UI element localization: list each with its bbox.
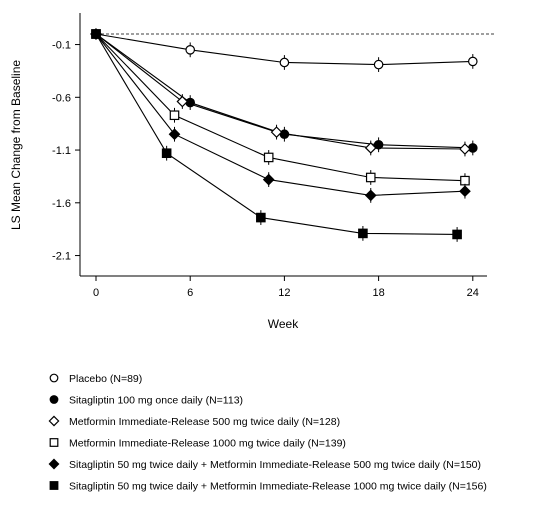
legend-item: Metformin Immediate-Release 500 mg twice… <box>48 415 340 428</box>
legend-marker <box>49 395 59 404</box>
x-tick-label: 0 <box>93 287 99 299</box>
data-point-marker <box>365 172 376 183</box>
series-line <box>95 33 465 196</box>
legend-label: Metformin Immediate-Release 500 mg twice… <box>69 416 340 428</box>
x-axis-title: Week <box>268 317 299 331</box>
legend-item: Sitagliptin 100 mg once daily (N=113) <box>49 395 243 407</box>
data-point-marker <box>373 59 384 70</box>
data-point-marker <box>185 45 195 55</box>
series-line <box>95 33 465 182</box>
legend-item: Metformin Immediate-Release 1000 mg twic… <box>49 438 346 450</box>
data-point-marker <box>373 139 384 150</box>
data-point-marker <box>256 212 266 223</box>
data-point-marker <box>161 148 172 159</box>
data-point-marker <box>452 229 462 240</box>
series-group <box>91 29 478 72</box>
legend-label: Sitagliptin 50 mg twice daily + Metformi… <box>69 459 481 471</box>
data-point-marker <box>168 128 181 141</box>
series-group <box>90 28 471 203</box>
series-group <box>91 29 478 156</box>
y-tick-label: -0.6 <box>52 92 71 104</box>
data-point-marker <box>364 142 377 154</box>
data-point-marker <box>169 110 180 121</box>
legend-item: Placebo (N=89) <box>49 373 142 385</box>
legend-item: Sitagliptin 50 mg twice daily + Metformi… <box>48 458 481 471</box>
legend-label: Placebo (N=89) <box>69 373 142 385</box>
legend-marker <box>49 438 59 447</box>
legend-label: Metformin Immediate-Release 1000 mg twic… <box>69 438 346 450</box>
data-point-marker <box>467 56 478 67</box>
x-tick-label: 12 <box>278 287 290 299</box>
y-tick-label: -1.1 <box>52 145 71 157</box>
data-point-marker <box>91 29 101 39</box>
series-group <box>90 28 471 157</box>
x-tick-label: 6 <box>187 287 193 299</box>
y-axis-title: LS Mean Change from Baseline <box>9 60 23 230</box>
series-group <box>91 29 470 189</box>
data-point-marker <box>176 95 189 108</box>
legend-label: Sitagliptin 50 mg twice daily + Metformi… <box>69 481 487 493</box>
data-point-marker <box>459 143 471 155</box>
data-point-marker <box>460 175 470 186</box>
data-point-marker <box>459 185 471 198</box>
x-tick-label: 24 <box>467 287 479 299</box>
data-point-marker <box>364 189 377 202</box>
data-point-marker <box>358 228 368 239</box>
legend-label: Sitagliptin 100 mg once daily (N=113) <box>69 395 243 407</box>
data-point-marker <box>262 173 275 186</box>
data-point-marker <box>467 143 478 153</box>
data-point-marker <box>279 57 290 68</box>
data-point-marker <box>270 126 283 138</box>
legend-marker <box>49 373 59 383</box>
x-tick-label: 18 <box>372 287 384 299</box>
y-tick-label: -0.1 <box>52 40 71 52</box>
legend-item: Sitagliptin 50 mg twice daily + Metformi… <box>49 481 487 493</box>
data-point-marker <box>263 152 274 163</box>
series-group <box>91 29 462 242</box>
legend-marker <box>48 458 60 470</box>
y-tick-label: -1.6 <box>52 198 71 210</box>
y-tick-label: -2.1 <box>52 251 71 263</box>
legend-marker <box>49 481 59 490</box>
legend-marker <box>48 415 60 427</box>
